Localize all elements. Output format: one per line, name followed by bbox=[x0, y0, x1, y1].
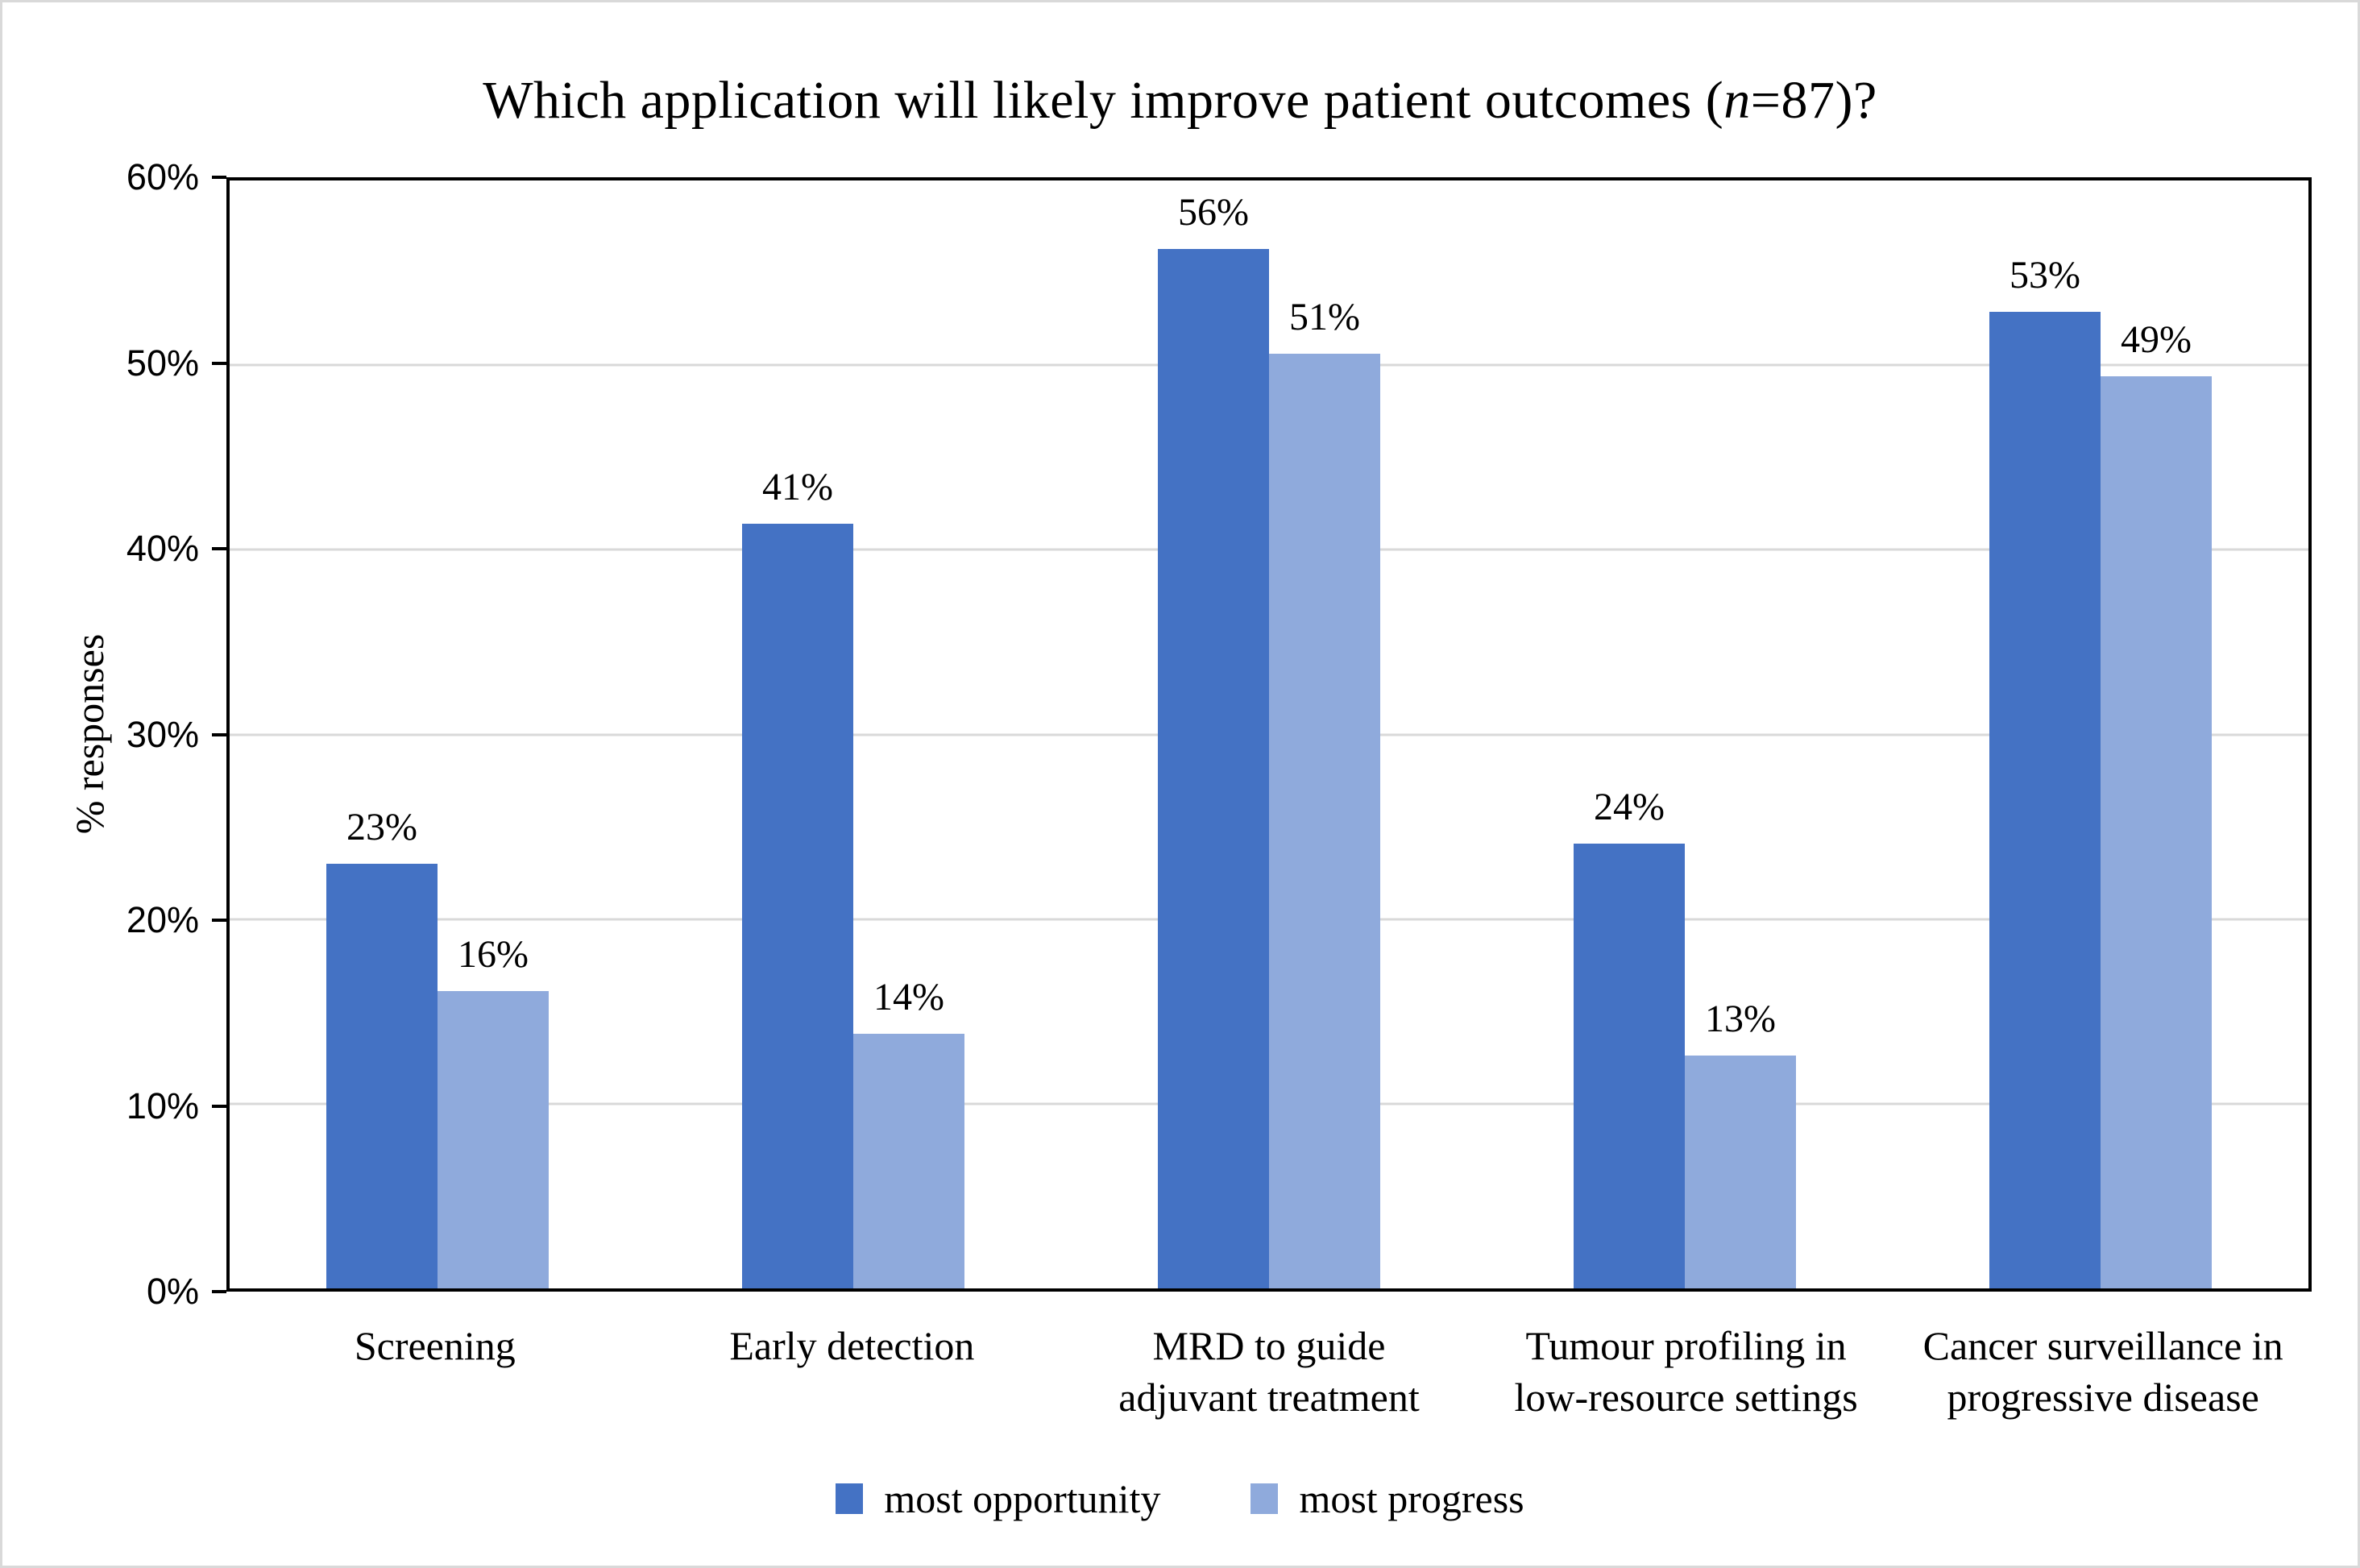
plot-area: 23% 16% 41% 14% 56% 51% 24% 13% 53% 49% bbox=[226, 177, 2312, 1292]
x-axis-label-line: Early detection bbox=[729, 1323, 975, 1368]
bar-group: 23% 16% bbox=[230, 180, 645, 1288]
y-tick-label: 60% bbox=[126, 156, 199, 197]
chart-title: Which application will likely improve pa… bbox=[2, 70, 2358, 131]
y-axis-tick-labels: 0% 10% 20% 30% 40% 50% 60% bbox=[2, 156, 199, 1312]
bar-unit: 24% bbox=[1574, 180, 1685, 1288]
legend: most opportunity most progress bbox=[2, 1475, 2358, 1522]
bar-most-opportunity bbox=[742, 524, 853, 1288]
legend-marker-most-progress bbox=[1251, 1483, 1279, 1514]
bar-groups: 23% 16% 41% 14% 56% 51% 24% 13% 53% 49% bbox=[230, 180, 2308, 1288]
bar-group: 24% 13% bbox=[1477, 180, 1893, 1288]
x-axis-label-line: Cancer surveillance in bbox=[1922, 1323, 2283, 1368]
y-tick-mark bbox=[212, 919, 226, 922]
bar-value-label: 53% bbox=[2010, 253, 2080, 297]
bar-unit: 53% bbox=[1989, 180, 2101, 1288]
bar-value-label: 56% bbox=[1178, 190, 1249, 234]
y-tick-mark bbox=[212, 361, 226, 365]
bar-value-label: 13% bbox=[1705, 998, 1776, 1041]
legend-item: most opportunity bbox=[836, 1475, 1160, 1522]
chart-title-prefix: Which application will likely improve pa… bbox=[483, 71, 1724, 130]
bar-most-opportunity bbox=[1574, 843, 1685, 1288]
y-tick-label: 0% bbox=[146, 1271, 199, 1312]
bar-most-progress bbox=[438, 991, 549, 1288]
bar-unit: 41% bbox=[742, 180, 853, 1288]
x-axis-label: MRD to guide adjuvant treatment bbox=[1060, 1320, 1478, 1423]
legend-label: most progress bbox=[1299, 1476, 1524, 1521]
y-axis-tick-marks bbox=[212, 176, 226, 1293]
x-axis-label-line: Tumour profiling in bbox=[1525, 1323, 1847, 1368]
y-tick-mark bbox=[212, 176, 226, 179]
bar-unit: 23% bbox=[326, 180, 438, 1288]
bar-most-progress bbox=[2101, 375, 2212, 1288]
x-axis-label: Cancer surveillance in progressive diseas… bbox=[1894, 1320, 2312, 1423]
bar-unit: 56% bbox=[1158, 180, 1269, 1288]
bar-value-label: 16% bbox=[458, 933, 529, 977]
y-tick-label: 40% bbox=[126, 528, 199, 569]
bar-value-label: 51% bbox=[1289, 296, 1360, 339]
x-axis-label: Tumour profiling in low-resource settings bbox=[1478, 1320, 1895, 1423]
x-axis-label-line: low-resource settings bbox=[1514, 1375, 1858, 1420]
bar-group: 53% 49% bbox=[1893, 180, 2308, 1288]
x-axis-label-line: MRD to guide bbox=[1152, 1323, 1386, 1368]
bar-most-progress bbox=[1269, 354, 1380, 1288]
y-tick-label: 20% bbox=[126, 899, 199, 940]
bar-most-progress bbox=[853, 1033, 964, 1288]
chart-title-n: n bbox=[1723, 71, 1751, 130]
bar-value-label: 49% bbox=[2121, 317, 2192, 361]
y-tick-mark bbox=[212, 1290, 226, 1293]
bar-unit: 13% bbox=[1685, 180, 1796, 1288]
bar-value-label: 23% bbox=[346, 805, 417, 848]
bar-group: 41% 14% bbox=[645, 180, 1061, 1288]
legend-marker-most-opportunity bbox=[836, 1483, 864, 1514]
bar-most-progress bbox=[1685, 1056, 1796, 1288]
bar-value-label: 41% bbox=[762, 466, 833, 509]
y-tick-mark bbox=[212, 732, 226, 736]
bar-most-opportunity bbox=[1989, 311, 2101, 1288]
x-axis-label: Early detection bbox=[644, 1320, 1061, 1423]
bar-most-opportunity bbox=[326, 863, 438, 1288]
bar-unit: 49% bbox=[2101, 180, 2212, 1288]
x-axis-label: Screening bbox=[226, 1320, 644, 1423]
legend-label: most opportunity bbox=[884, 1476, 1161, 1521]
x-axis-label-line: adjuvant treatment bbox=[1118, 1375, 1420, 1420]
x-axis-label-line: progressive disease bbox=[1947, 1375, 2259, 1420]
y-tick-mark bbox=[212, 547, 226, 550]
bar-unit: 14% bbox=[853, 180, 964, 1288]
y-tick-label: 50% bbox=[126, 342, 199, 384]
x-axis-label-line: Screening bbox=[354, 1323, 516, 1368]
chart-title-suffix: =87)? bbox=[1750, 71, 1877, 130]
y-tick-mark bbox=[212, 1104, 226, 1108]
legend-item: most progress bbox=[1251, 1475, 1524, 1522]
bar-value-label: 14% bbox=[873, 975, 944, 1018]
y-tick-label: 10% bbox=[126, 1085, 199, 1126]
bar-most-opportunity bbox=[1158, 248, 1269, 1288]
y-tick-label: 30% bbox=[126, 713, 199, 755]
bar-group: 56% 51% bbox=[1061, 180, 1477, 1288]
bar-value-label: 24% bbox=[1594, 785, 1665, 828]
bar-unit: 51% bbox=[1269, 180, 1380, 1288]
x-axis-labels: Screening Early detection MRD to guide adju… bbox=[226, 1320, 2312, 1423]
bar-unit: 16% bbox=[438, 180, 549, 1288]
